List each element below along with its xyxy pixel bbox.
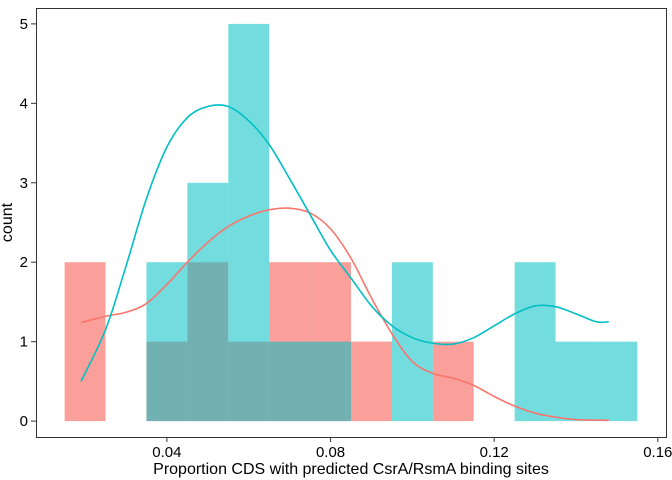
x-tick-label: 0.04: [152, 444, 181, 461]
density-curve-series2: [80, 104, 609, 382]
x-tick-label: 0.12: [480, 444, 509, 461]
bar-series1-bin-0.02: [64, 262, 106, 422]
bar-series2-bin-0.04: [146, 262, 188, 422]
y-tick-label: 0: [20, 413, 28, 430]
axis-ticks-layer: 0.04 0.08 0.12 0.16 0 1 2 3 4 5: [20, 16, 672, 461]
bar-series2-bin-0.05: [187, 182, 229, 422]
y-tick-label: 1: [20, 334, 28, 351]
bars-layer: [64, 23, 638, 422]
bar-series2-bin-0.07: [269, 341, 311, 422]
bar-series2-bin-0.14: [555, 341, 597, 422]
y-tick-label: 3: [20, 175, 28, 192]
density-curve-series1: [80, 207, 609, 422]
x-axis-title: Proportion CDS with predicted CsrA/RsmA …: [153, 461, 549, 478]
bar-series1-bin-0.09: [351, 341, 392, 422]
bar-series2-bin-0.08: [310, 341, 351, 422]
x-tick-label: 0.16: [643, 444, 672, 461]
y-tick-label: 5: [20, 16, 28, 33]
y-tick-label: 4: [20, 95, 28, 112]
density-curves-layer: [80, 104, 609, 422]
x-tick-label: 0.08: [316, 444, 345, 461]
bar-series1-bin-0.11: [432, 341, 474, 422]
bar-series2-bin-0.15: [596, 341, 638, 422]
y-tick-label: 2: [20, 254, 28, 271]
y-axis-title: count: [0, 202, 16, 242]
bar-series2-bin-0.13: [514, 262, 556, 422]
plot-panel-border: [36, 8, 667, 438]
